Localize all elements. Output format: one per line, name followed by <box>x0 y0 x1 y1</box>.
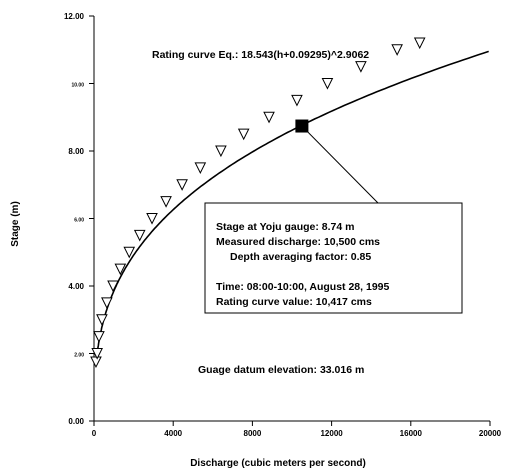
rating-point-marker <box>107 280 119 293</box>
rating-point-marker <box>160 196 172 208</box>
rating-point-marker <box>93 331 105 343</box>
y-tick-label: 2.00 <box>74 353 84 359</box>
annotation-measured-discharge: Measured discharge: 10,500 cms <box>216 236 380 248</box>
rating-point-marker <box>391 44 403 56</box>
rating-point-marker <box>176 179 188 191</box>
measurement-leader-line <box>301 125 379 204</box>
datum-elevation-label: Guage datum elevation: 33.016 m <box>198 364 364 376</box>
rating-point-marker <box>90 356 102 369</box>
rating-point-marker <box>413 37 426 50</box>
rating-curve <box>95 50 489 364</box>
rating-curve-line <box>95 50 489 364</box>
x-tick-label: 12000 <box>320 429 343 438</box>
annotation-rating-value: Rating curve value: 10,417 cms <box>216 296 372 308</box>
rating-point-marker <box>355 61 367 73</box>
y-tick-label: 4.00 <box>68 282 84 291</box>
rating-point-marker <box>237 128 250 141</box>
x-tick-label: 8000 <box>244 429 262 438</box>
x-tick-label: 0 <box>92 429 97 438</box>
y-axis-title: Stage (m) <box>10 201 21 247</box>
y-tick-label: 8.00 <box>68 147 84 156</box>
y-tick-label: 12.00 <box>64 12 85 21</box>
rating-point-marker <box>146 213 158 225</box>
rating-point-marker <box>96 314 108 326</box>
measurement-annotation: Stage at Yoju gauge: 8.74 m Measured dis… <box>204 202 463 314</box>
rating-point-marker <box>263 111 275 124</box>
rating-point-marker <box>114 263 127 276</box>
rating-point-marker <box>133 229 146 242</box>
x-tick-label: 4000 <box>164 429 182 438</box>
leader-lines <box>301 125 379 204</box>
y-axis-ticks: 0.00 2.00 4.00 6.00 8.00 10.00 12.00 <box>64 12 94 426</box>
rating-point-marker <box>101 297 113 309</box>
measurement-box-frame <box>204 202 463 314</box>
rating-point-marker <box>291 94 303 107</box>
annotation-time: Time: 08:00-10:00, August 28, 1995 <box>216 281 389 293</box>
rating-point-marker <box>215 145 227 158</box>
rating-point-marker <box>91 348 103 360</box>
measured-point-marker <box>295 119 309 133</box>
rating-point-marker <box>194 162 207 174</box>
y-tick-label: 10.00 <box>71 83 84 89</box>
x-axis-ticks: 0 4000 8000 12000 16000 20000 <box>92 421 502 438</box>
rating-curve-equation: Rating curve Eq.: 18.543(h+0.09295)^2.90… <box>152 49 369 61</box>
x-tick-label: 16000 <box>400 429 423 438</box>
x-tick-label: 20000 <box>479 429 502 438</box>
rating-point-marker <box>123 246 136 259</box>
rating-point-marker <box>321 78 334 90</box>
y-tick-label: 0.00 <box>68 417 84 426</box>
data-markers <box>90 37 426 369</box>
x-axis-title: Discharge (cubic meters per second) <box>190 458 366 469</box>
y-tick-label: 6.00 <box>74 218 84 224</box>
annotation-depth-factor: Depth averaging factor: 0.85 <box>230 251 371 263</box>
annotation-stage: Stage at Yoju gauge: 8.74 m <box>216 221 354 233</box>
